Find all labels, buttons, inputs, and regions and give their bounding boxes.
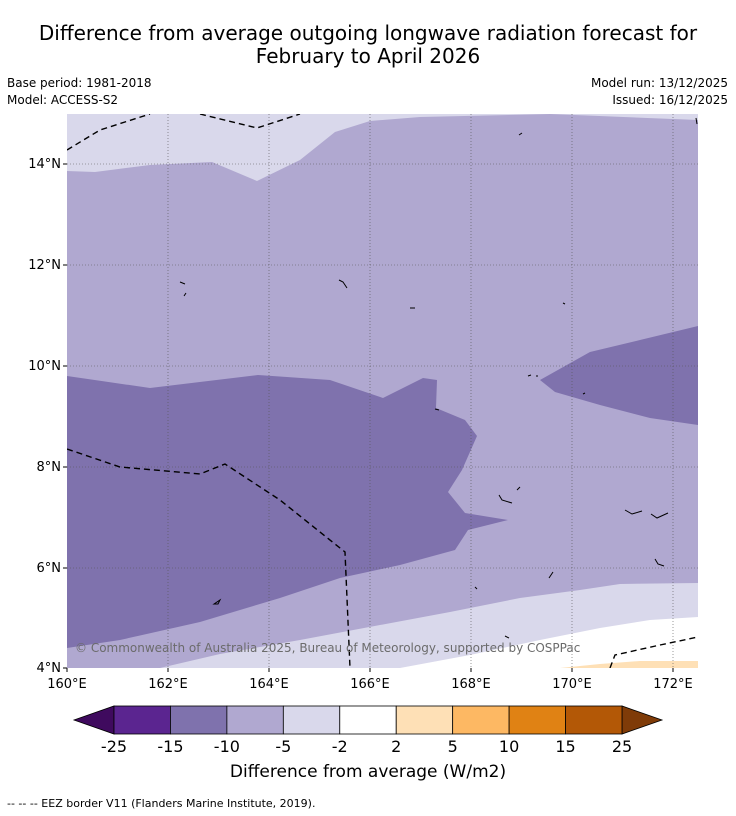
colorbar-tick-label: -10 [213, 737, 240, 756]
lon-label: 166°E [350, 677, 390, 692]
lat-label: 12°N [28, 258, 61, 273]
anomaly-fill-m10-m15-west [67, 375, 508, 648]
latitude-labels: 14°N 12°N 10°N 8°N 6°N 4°N [28, 157, 61, 676]
colorbar-tick-label: 2 [391, 737, 402, 756]
model-run: Model run: 13/12/2025 [590, 76, 728, 90]
colorbar-tick-label: 5 [447, 737, 458, 756]
colorbar-tick-label: -5 [275, 737, 292, 756]
colorbar-segments [113, 705, 623, 735]
lat-label: 4°N [37, 661, 62, 676]
lon-label: 162°E [148, 677, 188, 692]
colorbar-tick-label: 15 [555, 737, 576, 756]
colorbar-tick-label: -15 [157, 737, 184, 756]
map-area [67, 114, 698, 668]
eez-border-northwest [67, 114, 151, 151]
colorbar-segment [226, 705, 284, 735]
colorbar-segment [113, 705, 171, 735]
map-title-line2: February to April 2026 [255, 44, 481, 68]
colorbar-tick-label: -25 [100, 737, 128, 756]
lon-label: 170°E [552, 677, 592, 692]
lon-label: 164°E [249, 677, 289, 692]
map-title-line1: Difference from average outgoing longwav… [38, 21, 698, 45]
colorbar-segment [282, 705, 341, 735]
lon-label: 168°E [451, 677, 491, 692]
base-period: Base period: 1981-2018 [7, 76, 152, 90]
axis-ticks [63, 163, 674, 672]
colorbar [72, 705, 664, 735]
longitude-labels: 160°E 162°E 164°E 166°E 168°E 170°E 172°… [47, 677, 693, 692]
colorbar-segment [339, 705, 397, 735]
copyright-notice: © Commonwealth of Australia 2025, Bureau… [75, 641, 581, 655]
colorbar-over-arrow [621, 705, 664, 735]
lat-label: 6°N [37, 561, 62, 576]
colorbar-tick-label: 10 [498, 737, 520, 756]
eez-borders [67, 114, 698, 668]
colorbar-title: Difference from average (W/m2) [229, 762, 507, 782]
map-title: Difference from average outgoing longwav… [0, 22, 736, 68]
issued-date: Issued: 16/12/2025 [612, 93, 728, 107]
lon-label: 160°E [47, 677, 87, 692]
eez-border-southwest [67, 448, 351, 668]
anomaly-fill-near-average [400, 617, 698, 668]
colorbar-under-arrow [72, 705, 115, 735]
meta-left: Base period: 1981-2018 Model: ACCESS-S2 [7, 75, 152, 109]
lon-label: 172°E [653, 677, 693, 692]
colorbar-tick-label: 25 [611, 737, 633, 756]
lat-label: 8°N [37, 460, 62, 475]
colorbar-segment [452, 705, 510, 735]
graticule [67, 114, 698, 668]
colorbar-segment [395, 705, 454, 735]
islands [179, 117, 698, 639]
anomaly-fill-m10-m15-east [540, 326, 698, 425]
lat-label: 10°N [28, 359, 61, 374]
lat-label: 14°N [28, 157, 61, 172]
eez-legend-note: -- -- -- EEZ border V11 (Flanders Marine… [7, 797, 316, 810]
meta-right: Model run: 13/12/2025 Issued: 16/12/2025 [591, 75, 728, 109]
model-name: Model: ACCESS-S2 [7, 93, 119, 107]
colorbar-segment [170, 705, 228, 735]
colorbar-tick-label: -2 [331, 737, 348, 756]
anomaly-fill-m2-m5-north [67, 114, 698, 181]
colorbar-segment [565, 705, 623, 735]
colorbar-segment [508, 705, 566, 735]
anomaly-fill-p2-p5 [560, 661, 698, 668]
